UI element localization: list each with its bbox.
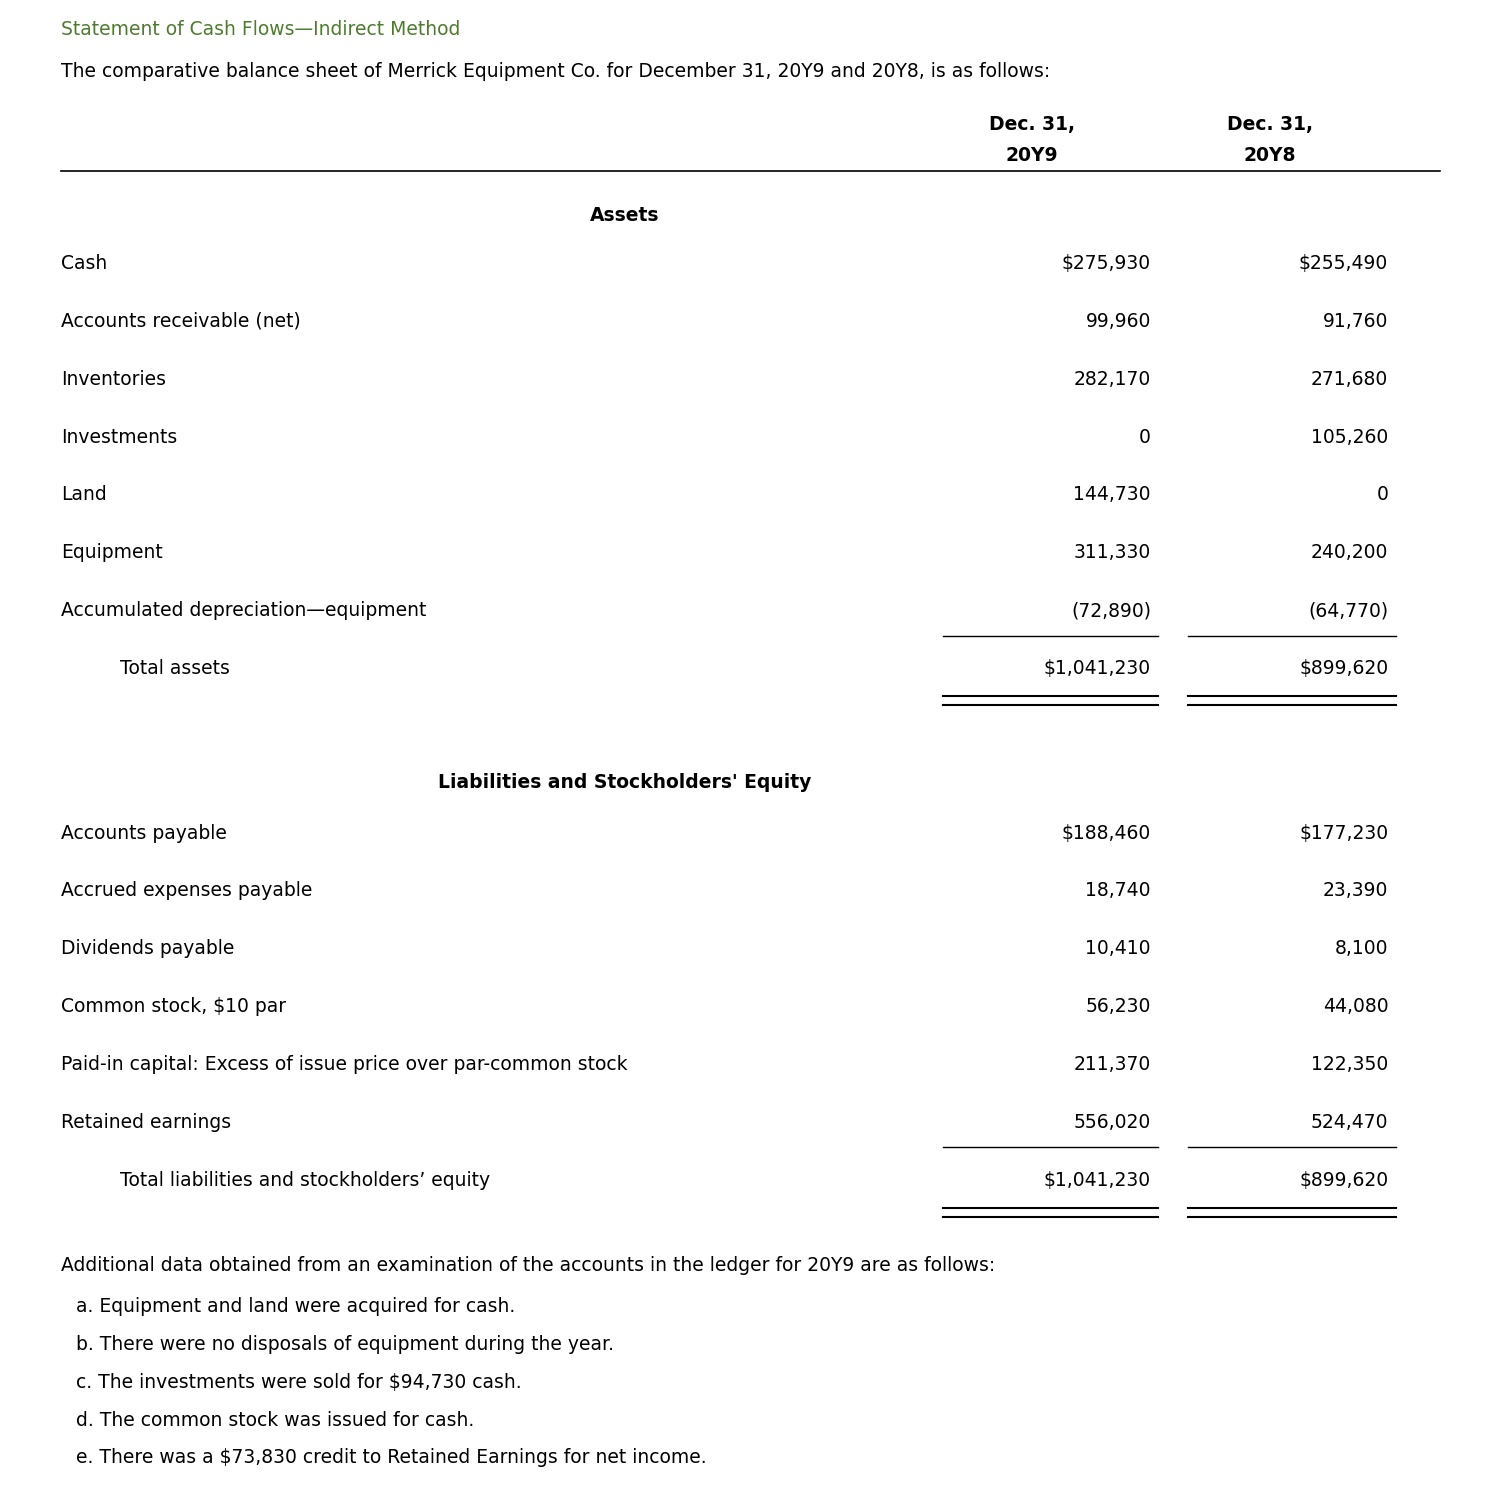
- Text: c. The investments were sold for $94,730 cash.: c. The investments were sold for $94,730…: [76, 1373, 522, 1392]
- Text: 0: 0: [1138, 428, 1150, 447]
- Text: Investments: Investments: [61, 428, 177, 447]
- Text: 311,330: 311,330: [1074, 544, 1150, 562]
- Text: 56,230: 56,230: [1085, 997, 1150, 1016]
- Text: 105,260: 105,260: [1311, 428, 1388, 447]
- Text: Paid-in capital: Excess of issue price over par-common stock: Paid-in capital: Excess of issue price o…: [61, 1055, 627, 1074]
- Text: $1,041,230: $1,041,230: [1043, 1171, 1150, 1189]
- Text: Additional data obtained from an examination of the accounts in the ledger for 2: Additional data obtained from an examina…: [61, 1256, 996, 1275]
- Text: 271,680: 271,680: [1311, 370, 1388, 389]
- Text: Retained earnings: Retained earnings: [61, 1113, 230, 1132]
- Text: (64,770): (64,770): [1308, 600, 1388, 620]
- Text: $899,620: $899,620: [1299, 658, 1388, 678]
- Text: $188,460: $188,460: [1061, 823, 1150, 843]
- Text: Accrued expenses payable: Accrued expenses payable: [61, 881, 312, 901]
- Text: 524,470: 524,470: [1311, 1113, 1388, 1132]
- Text: Inventories: Inventories: [61, 370, 166, 389]
- Text: $255,490: $255,490: [1299, 254, 1388, 273]
- Text: Dec. 31,: Dec. 31,: [1226, 114, 1312, 134]
- Text: e. There was a $73,830 credit to Retained Earnings for net income.: e. There was a $73,830 credit to Retaine…: [76, 1449, 706, 1467]
- Text: 8,100: 8,100: [1334, 939, 1388, 958]
- Text: Land: Land: [61, 486, 107, 504]
- Text: Cash: Cash: [61, 254, 107, 273]
- Text: 10,410: 10,410: [1085, 939, 1150, 958]
- Text: Accounts receivable (net): Accounts receivable (net): [61, 312, 300, 331]
- Text: a. Equipment and land were acquired for cash.: a. Equipment and land were acquired for …: [76, 1297, 514, 1317]
- Text: Assets: Assets: [590, 207, 660, 226]
- Text: 122,350: 122,350: [1311, 1055, 1388, 1074]
- Text: Dividends payable: Dividends payable: [61, 939, 235, 958]
- Text: Statement of Cash Flows—Indirect Method: Statement of Cash Flows—Indirect Method: [61, 21, 461, 39]
- Text: $275,930: $275,930: [1062, 254, 1150, 273]
- Text: Equipment: Equipment: [61, 544, 162, 562]
- Text: 91,760: 91,760: [1323, 312, 1388, 331]
- Text: Liabilities and Stockholders' Equity: Liabilities and Stockholders' Equity: [438, 773, 811, 792]
- Text: (72,890): (72,890): [1071, 600, 1150, 620]
- Text: $1,041,230: $1,041,230: [1043, 658, 1150, 678]
- Text: 44,080: 44,080: [1323, 997, 1388, 1016]
- Text: Dec. 31,: Dec. 31,: [990, 114, 1076, 134]
- Text: 240,200: 240,200: [1311, 544, 1388, 562]
- Text: 20Y8: 20Y8: [1244, 146, 1296, 165]
- Text: 211,370: 211,370: [1074, 1055, 1150, 1074]
- Text: 556,020: 556,020: [1074, 1113, 1150, 1132]
- Text: 282,170: 282,170: [1074, 370, 1150, 389]
- Text: Accumulated depreciation—equipment: Accumulated depreciation—equipment: [61, 600, 426, 620]
- Text: b. There were no disposals of equipment during the year.: b. There were no disposals of equipment …: [76, 1336, 614, 1354]
- Text: Total assets: Total assets: [120, 658, 230, 678]
- Text: The comparative balance sheet of Merrick Equipment Co. for December 31, 20Y9 and: The comparative balance sheet of Merrick…: [61, 62, 1051, 80]
- Text: $177,230: $177,230: [1299, 823, 1388, 843]
- Text: 144,730: 144,730: [1073, 486, 1150, 504]
- Text: $899,620: $899,620: [1299, 1171, 1388, 1189]
- Text: d. The common stock was issued for cash.: d. The common stock was issued for cash.: [76, 1410, 474, 1430]
- Text: 18,740: 18,740: [1085, 881, 1150, 901]
- Text: 0: 0: [1376, 486, 1388, 504]
- Text: Accounts payable: Accounts payable: [61, 823, 226, 843]
- Text: Common stock, $10 par: Common stock, $10 par: [61, 997, 285, 1016]
- Text: 23,390: 23,390: [1323, 881, 1388, 901]
- Text: 99,960: 99,960: [1085, 312, 1150, 331]
- Text: Total liabilities and stockholders’ equity: Total liabilities and stockholders’ equi…: [120, 1171, 490, 1189]
- Text: 20Y9: 20Y9: [1006, 146, 1058, 165]
